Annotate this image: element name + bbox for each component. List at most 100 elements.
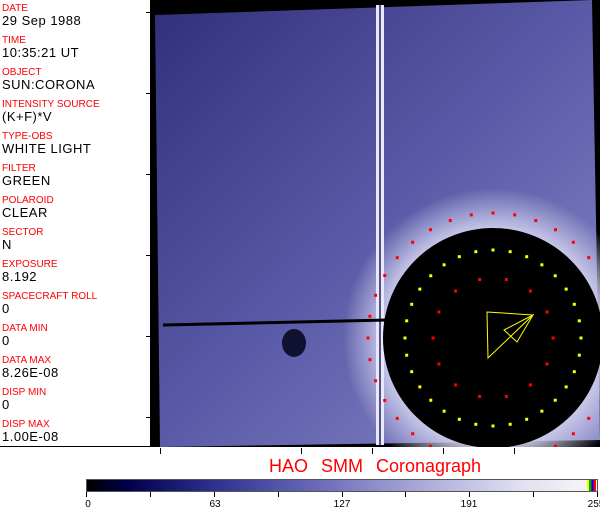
occulter-marker-dot (457, 255, 461, 259)
field-label: DISP MAX (2, 419, 50, 430)
occulter-marker-dot (405, 353, 409, 357)
occulter-marker-dot (577, 319, 581, 323)
colorbar (86, 479, 598, 492)
occulter-marker-dot (551, 336, 555, 340)
field-value: GREEN (2, 173, 51, 188)
occulter-marker-dot (587, 256, 591, 260)
occulter-disk (383, 228, 600, 448)
coronagraph-image[interactable] (152, 0, 600, 488)
colorbar-tick-label: 0 (85, 499, 91, 510)
occulter-marker-dot (418, 287, 422, 291)
occulter-marker-dot (368, 314, 372, 318)
field-label: SPACECRAFT ROLL (2, 291, 98, 302)
occulter-marker-dot (504, 278, 508, 282)
field-value: WHITE LIGHT (2, 141, 92, 156)
occulter-marker-dot (577, 353, 581, 357)
occulter-marker-dot (454, 289, 458, 293)
occulter-marker-dot (554, 228, 557, 232)
field-value: 0 (2, 301, 10, 316)
colorbar-tick-label: 127 (333, 499, 351, 510)
occulter-marker-dot (525, 255, 529, 259)
field-disp-max: DISP MAX 1.00E-08 (2, 419, 59, 444)
axis-tick (372, 448, 373, 454)
occulter-marker-dot (572, 302, 576, 306)
occulter-marker-dot (395, 256, 399, 260)
occulter-marker-dot (545, 310, 549, 314)
occulter-marker-dot (437, 362, 441, 366)
field-label: DISP MIN (2, 387, 47, 398)
occulter-marker-dot (474, 250, 478, 254)
field-type-obs: TYPE-OBS WHITE LIGHT (2, 131, 91, 156)
occulter-marker-dot (491, 424, 495, 428)
field-label: DATA MAX (2, 355, 52, 366)
field-value: CLEAR (2, 205, 48, 220)
occulter-marker-dot (478, 394, 482, 398)
occulter-marker-dot (528, 289, 532, 293)
occulter-marker-dot (469, 213, 473, 217)
occulter-marker-dot (564, 287, 568, 291)
occulter-marker-dot (579, 336, 583, 340)
occulter-marker-dot (587, 416, 591, 420)
occulter-marker-dot (534, 219, 538, 223)
occulter-marker-dot (411, 432, 415, 436)
occulter-marker-dot (545, 362, 549, 366)
field-value: 29 Sep 1988 (2, 13, 82, 28)
occulter-marker-dot (478, 278, 482, 282)
axis-tick (146, 93, 151, 94)
occulter-marker-dot (525, 417, 529, 421)
axis-tick (146, 174, 151, 175)
occulter-marker-dot (368, 358, 372, 362)
colorbar-tick-label: 255 (587, 499, 600, 510)
colorbar-tick (86, 492, 87, 497)
axis-tick (160, 448, 161, 454)
occulter-marker-dot (411, 240, 415, 244)
axis-tick (301, 448, 302, 454)
field-value: (K+F)*V (2, 109, 53, 124)
colorbar-tick (149, 492, 151, 497)
field-label: OBJECT (2, 67, 42, 78)
field-data-min: DATA MIN 0 (2, 323, 48, 348)
occulter-marker-dot (395, 416, 399, 420)
occulter-marker-dot (418, 385, 422, 389)
occulter-marker-dot (437, 310, 441, 314)
field-sector: SECTOR N (2, 227, 44, 252)
field-value: 1.00E-08 (2, 429, 59, 444)
dark-spot (282, 329, 306, 357)
field-value: 8.26E-08 (2, 365, 59, 380)
occulter-marker-dot (540, 409, 544, 413)
occulter-marker-dot (405, 319, 409, 323)
header-info-panel: DATE 29 Sep 1988 TIME 10:35:21 UT OBJECT SUN:… (0, 0, 152, 447)
occulter-marker-dot (554, 444, 557, 448)
occulter-marker-dot (508, 250, 512, 254)
axis-tick (146, 255, 151, 256)
occulter-marker-dot (442, 263, 446, 267)
occulter-marker-dot (429, 398, 433, 402)
image-title: HAO SMM Coronagraph (268, 456, 482, 476)
dark-line (162, 318, 389, 327)
field-label: POLAROID (2, 195, 54, 206)
occulter-marker-dot (383, 399, 387, 402)
field-label: TYPE-OBS (2, 131, 53, 142)
field-value: 8.192 (2, 269, 38, 284)
occulter-marker-dot (429, 228, 432, 232)
colorbar-tick (341, 492, 343, 497)
occulter-marker-dot (442, 409, 446, 413)
occulter-marker-dot (403, 336, 407, 340)
occulter-marker-dot (491, 211, 495, 215)
field-date: DATE 29 Sep 1988 (2, 3, 81, 28)
occulter-marker-dot (431, 336, 435, 340)
colorbar-tick (405, 492, 407, 497)
occulter-marker-dot (572, 370, 576, 374)
field-label: INTENSITY SOURCE (2, 99, 100, 110)
colorbar-tick (469, 492, 471, 497)
occulter-marker-dot (374, 293, 378, 297)
occulter-marker-dot (513, 213, 517, 217)
occulter-marker-dot (553, 398, 557, 402)
occulter-marker-dot (410, 370, 414, 374)
field-label: TIME (2, 35, 26, 46)
field-value: 0 (2, 397, 10, 412)
occulter-marker-dot (457, 417, 461, 421)
occulter-marker-dot (508, 422, 512, 426)
occulter-marker-dot (366, 336, 370, 340)
occulter-marker-dot (571, 432, 575, 436)
